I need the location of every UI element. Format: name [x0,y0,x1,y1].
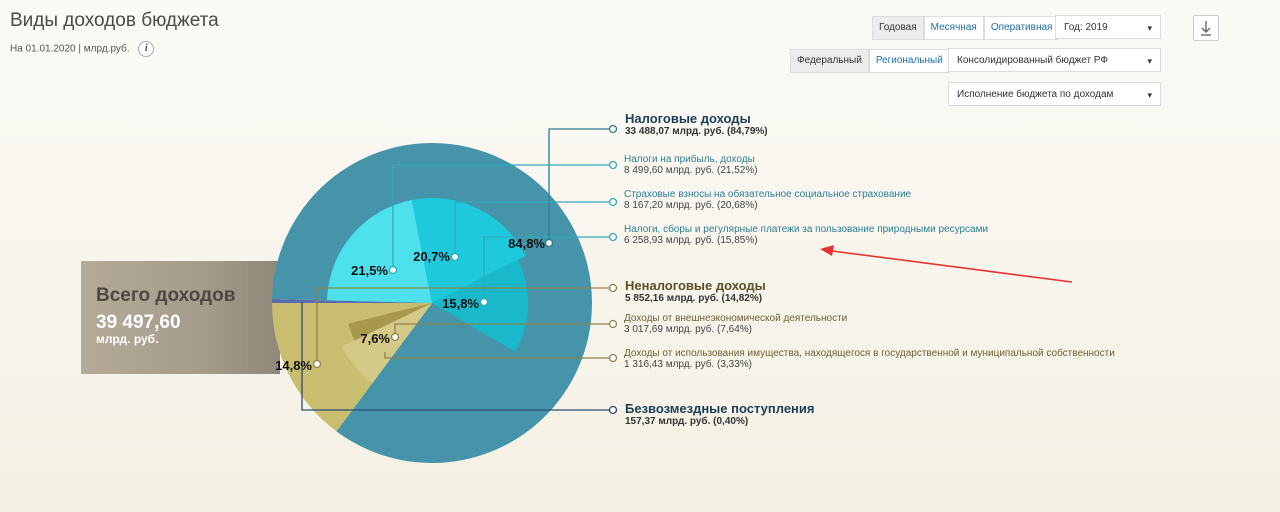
dot-nontax-property-legend [608,353,618,363]
year-select[interactable]: Год: 2019 ▾ [1055,15,1161,39]
pie-label-tax-profit: 21,5% [351,263,388,278]
pie-label-tax-resources: 15,8% [442,296,479,311]
download-button[interactable] [1193,15,1219,41]
period-operational-button[interactable]: Оперативная [983,16,1060,40]
period-monthly-button[interactable]: Месячная [923,16,984,40]
dot-nontax-foreign-pie [390,332,400,342]
pie-label-nontax: 14,8% [275,358,312,373]
legend-nontax-foreign-name: Доходы от внешнеэкономической деятельнос… [624,313,848,324]
total-revenue-box: Всего доходов 39 497,60 млрд. руб. [81,261,280,374]
legend-tax[interactable]: Налоговые доходы 33 488,07 млрд. руб. (8… [625,111,768,137]
page-title: Виды доходов бюджета [10,10,219,31]
subtitle-separator: | [78,43,82,55]
level-toggle: Федеральный Региональный [790,49,950,73]
leader-nontax-property [384,352,613,359]
view-select-value: Исполнение бюджета по доходам [957,89,1114,100]
legend-tax-resources-name: Налоги, сборы и регулярные платежи за по… [624,224,989,235]
total-value: 39 497,60 [96,312,181,333]
budget-select[interactable]: Консолидированный бюджет РФ ▾ [948,48,1161,72]
legend-tax-name: Налоговые доходы [625,111,751,126]
total-unit: млрд. руб. [96,332,159,346]
leader-tax [548,128,613,243]
annotation-arrow-head [820,245,834,256]
legend-nontax[interactable]: Неналоговые доходы 5 852,16 млрд. руб. (… [625,278,766,304]
leader-nontax-foreign [394,323,613,337]
legend-nontax-property-name: Доходы от использования имущества, наход… [624,348,1115,359]
info-icon[interactable]: i [138,41,155,57]
dot-nontax-foreign-legend [608,319,618,329]
tax-resources-slice [432,259,528,352]
legend-tax-insurance-name: Страховые взносы на обязательное социаль… [624,189,912,200]
download-icon [1201,21,1211,36]
legend-tax-insurance-value: 8 167,20 млрд. руб. (20,68%) [624,200,758,211]
legend-nontax-foreign[interactable]: Доходы от внешнеэкономической деятельнос… [624,313,847,335]
legend-tax-resources-value: 6 258,93 млрд. руб. (15,85%) [624,235,758,246]
total-title: Всего доходов [96,285,236,306]
period-toggle: Годовая Месячная Оперативная [872,16,1060,40]
legend-free-value: 157,37 млрд. руб. (0,40%) [625,416,749,427]
dot-tax-pie [544,238,554,248]
dot-tax-insurance-pie [450,252,460,262]
pie-label-tax-insurance: 20,7% [413,249,450,264]
budget-select-value: Консолидированный бюджет РФ [957,55,1108,66]
chevron-down-icon: ▾ [1147,90,1152,100]
legend-tax-profit[interactable]: Налоги на прибыль, доходы 8 499,60 млрд.… [624,154,758,176]
nontax-foreign-slice [341,303,432,384]
chevron-down-icon: ▾ [1147,23,1152,33]
legend-tax-profit-name: Налоги на прибыль, доходы [624,154,755,165]
legend-nontax-property[interactable]: Доходы от использования имущества, наход… [624,348,1115,370]
report-date: На 01.01.2020 [10,43,76,55]
chevron-down-icon: ▾ [1147,56,1152,66]
level-federal-button[interactable]: Федеральный [790,49,869,73]
leader-nontax [316,287,613,364]
period-annual-button[interactable]: Годовая [872,16,924,40]
unit-label: млрд.руб. [83,43,130,55]
nontax-property-slice [348,303,432,341]
leader-tax-insurance [454,201,613,257]
legend-free-name: Безвозмездные поступления [625,401,815,416]
legend-nontax-property-value: 1 316,43 млрд. руб. (3,33%) [624,359,752,370]
dot-tax-profit-legend [608,160,618,170]
legend-free[interactable]: Безвозмездные поступления 157,37 млрд. р… [625,401,815,427]
legend-tax-profit-value: 8 499,60 млрд. руб. (21,52%) [624,165,758,176]
legend-nontax-foreign-value: 3 017,69 млрд. руб. (7,64%) [624,324,752,335]
dot-tax-legend [608,124,618,134]
dot-nontax-legend [608,283,618,293]
tax-profit-slice [327,199,432,303]
year-select-value: Год: 2019 [1064,22,1108,33]
dot-tax-resources-legend [608,232,618,242]
leader-tax-resources [483,236,613,302]
pie-label-nontax-foreign: 7,6% [360,331,390,346]
dot-free-legend [608,405,618,415]
leader-free [301,302,613,411]
dot-tax-insurance-legend [608,197,618,207]
dot-nontax-pie [312,359,322,369]
page-subtitle: На 01.01.2020 | млрд.руб. i [10,41,155,57]
annotation-arrow-line [831,250,1073,283]
level-regional-button[interactable]: Региональный [868,49,950,73]
legend-tax-insurance[interactable]: Страховые взносы на обязательное социаль… [624,189,911,211]
view-select[interactable]: Исполнение бюджета по доходам ▾ [948,82,1161,106]
dot-tax-profit-pie [388,265,398,275]
legend-tax-value: 33 488,07 млрд. руб. (84,79%) [625,126,768,137]
dot-tax-resources-pie [479,297,489,307]
legend-tax-resources[interactable]: Налоги, сборы и регулярные платежи за по… [624,224,988,246]
pie-label-tax: 84,8% [508,236,545,251]
leader-tax-profit [392,164,613,270]
free-slice [272,298,432,303]
tax-insurance-slice [411,198,526,303]
legend-nontax-name: Неналоговые доходы [625,278,766,293]
legend-nontax-value: 5 852,16 млрд. руб. (14,82%) [625,293,763,304]
